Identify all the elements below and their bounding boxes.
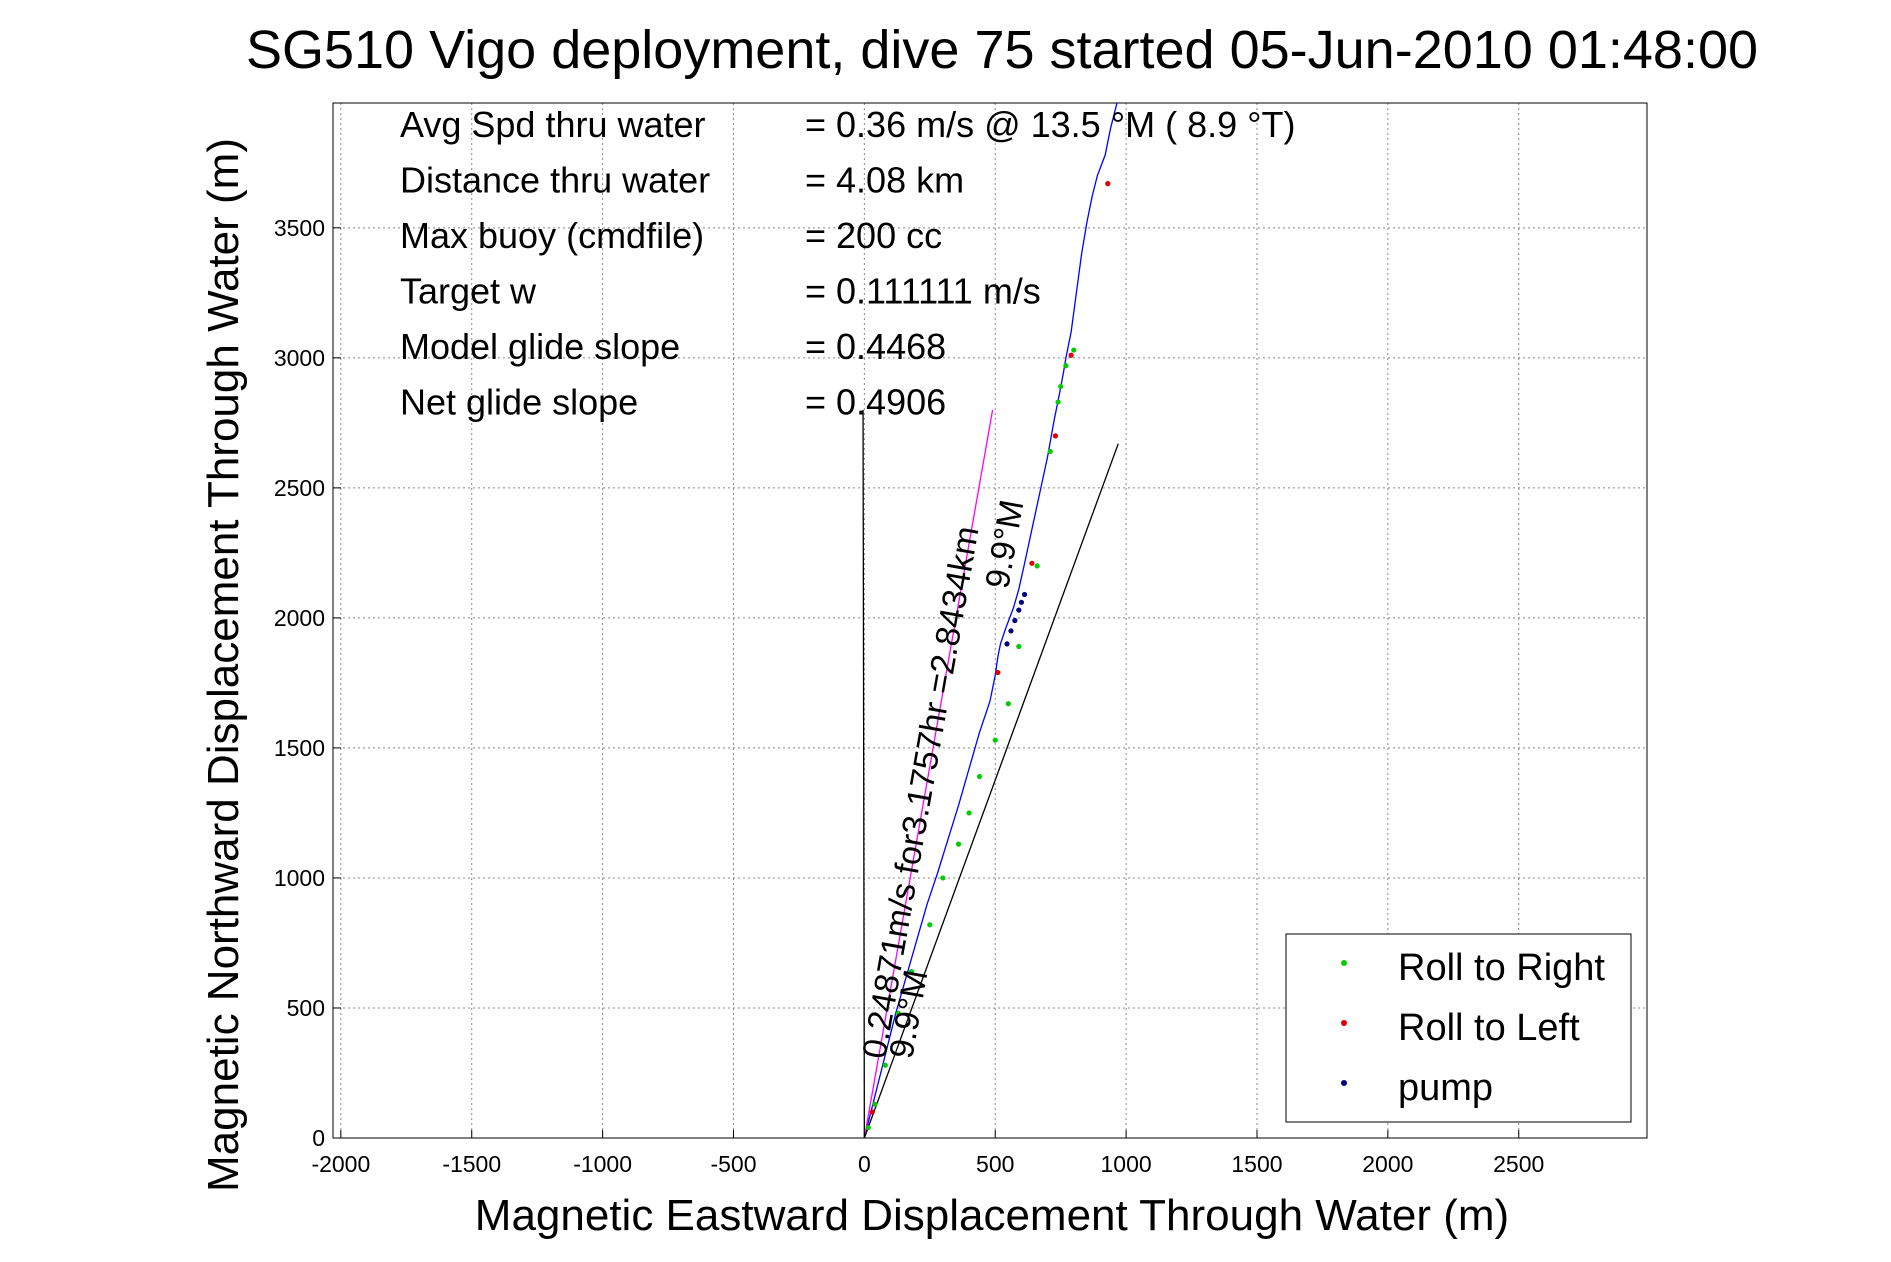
- y-tick-label: 1000: [274, 865, 325, 891]
- legend: Roll to Right Roll to Left pump: [1285, 933, 1632, 1123]
- legend-marker: [1341, 1080, 1347, 1086]
- axes-box: [332, 102, 1648, 1139]
- point-roll-to-right: [1058, 383, 1064, 390]
- x-tick-label: 2000: [1362, 1151, 1413, 1177]
- y-tick-label: 2500: [274, 475, 325, 501]
- x-axis-label: Magnetic Eastward Displacement Through W…: [475, 1191, 1509, 1240]
- point-roll-to-right: [908, 968, 915, 975]
- x-tick-label: 2500: [1493, 1151, 1544, 1177]
- stat-value: = 0.4468: [805, 326, 946, 367]
- chart-title: SG510 Vigo deployment, dive 75 started 0…: [246, 20, 1758, 80]
- legend-label: pump: [1398, 1067, 1493, 1109]
- x-tick-label: 1500: [1231, 1151, 1282, 1177]
- point-roll-to-right: [1047, 448, 1053, 455]
- point-roll-to-left: [869, 1109, 875, 1115]
- point-roll-to-right: [927, 922, 933, 928]
- stat-label: Max buoy (cmdfile): [400, 215, 704, 256]
- heading-annotation-top: 9.9°M: [978, 497, 1031, 591]
- stat-label: Avg Spd thru water: [400, 104, 706, 145]
- point-roll-to-right: [976, 773, 983, 780]
- lines: [862, 102, 1119, 1139]
- x-tick-label: -1500: [442, 1151, 501, 1177]
- tick-labels: -2000 -1500 -1000 -500 0 500 1000 1500 2000 2500 0…: [274, 215, 1544, 1177]
- x-tick-label: -1000: [573, 1151, 632, 1177]
- legend-marker: [1341, 1020, 1347, 1026]
- point-roll-to-right: [872, 1101, 878, 1107]
- point-roll-to-left: [995, 669, 1001, 676]
- point-roll-to-left: [1068, 352, 1074, 358]
- stat-label: Distance thru water: [400, 160, 710, 201]
- y-axis-label: Magnetic Northward Displacement Through …: [199, 138, 248, 1192]
- point-roll-to-right: [1071, 347, 1077, 353]
- stat-value: = 0.111111 m/s: [805, 271, 1041, 312]
- point-roll-to-right: [1055, 399, 1061, 405]
- x-tick-label: -500: [710, 1151, 756, 1177]
- point-pump: [1008, 628, 1014, 634]
- point-pump: [1018, 599, 1025, 605]
- line-heading: [863, 443, 1119, 1139]
- point-roll-to-right: [955, 841, 962, 847]
- point-roll-to-left: [1105, 181, 1111, 187]
- stat-label: Net glide slope: [400, 382, 638, 423]
- point-roll-to-right: [966, 810, 972, 816]
- y-tick-label: 1500: [274, 735, 325, 761]
- point-roll-to-right: [992, 737, 998, 743]
- point-roll-to-right: [1005, 701, 1011, 707]
- y-tick-label: 2000: [274, 605, 325, 631]
- stat-label: Target w: [400, 271, 537, 312]
- points: [865, 181, 1111, 1131]
- x-tick-label: 0: [858, 1151, 871, 1177]
- line-current: [863, 409, 994, 1139]
- point-roll-to-right: [895, 1010, 901, 1016]
- line-reference: [862, 409, 866, 1139]
- point-pump: [1016, 607, 1022, 613]
- point-pump: [1012, 617, 1018, 624]
- x-tick-label: 1000: [1101, 1151, 1152, 1177]
- point-pump: [1004, 641, 1010, 647]
- stat-value: = 4.08 km: [805, 160, 964, 201]
- x-tick-label: 500: [976, 1151, 1014, 1177]
- point-roll-to-left: [1052, 433, 1059, 439]
- stats-block: Avg Spd thru water = 0.36 m/s @ 13.5 °M (…: [400, 104, 1296, 423]
- y-tick-label: 3500: [274, 215, 325, 241]
- point-roll-to-right: [882, 1062, 888, 1068]
- stat-value: = 0.36 m/s @ 13.5 °M ( 8.9 °T): [805, 104, 1296, 145]
- stat-label: Model glide slope: [400, 326, 680, 367]
- stat-value: = 0.4906: [805, 382, 946, 423]
- point-roll-to-right: [1034, 563, 1040, 569]
- legend-label: Roll to Right: [1398, 947, 1605, 989]
- x-tick-label: -2000: [311, 1151, 370, 1177]
- point-roll-to-right: [1063, 363, 1069, 369]
- annotations: 0.24871m/s for3.1757hr =2.8434km 9.9°M 9…: [855, 497, 1031, 1061]
- y-tick-label: 3000: [274, 345, 325, 371]
- point-roll-to-right: [1016, 643, 1022, 650]
- line-track: [863, 102, 1118, 1139]
- point-roll-to-right: [940, 875, 946, 881]
- point-roll-to-left: [1029, 560, 1035, 566]
- legend-label: Roll to Left: [1398, 1007, 1580, 1049]
- y-tick-label: 500: [287, 995, 325, 1021]
- legend-marker: [1341, 960, 1347, 966]
- point-roll-to-right: [865, 1124, 871, 1131]
- point-pump: [1021, 591, 1028, 598]
- y-tick-label: 0: [312, 1125, 325, 1151]
- stat-value: = 200 cc: [805, 215, 942, 256]
